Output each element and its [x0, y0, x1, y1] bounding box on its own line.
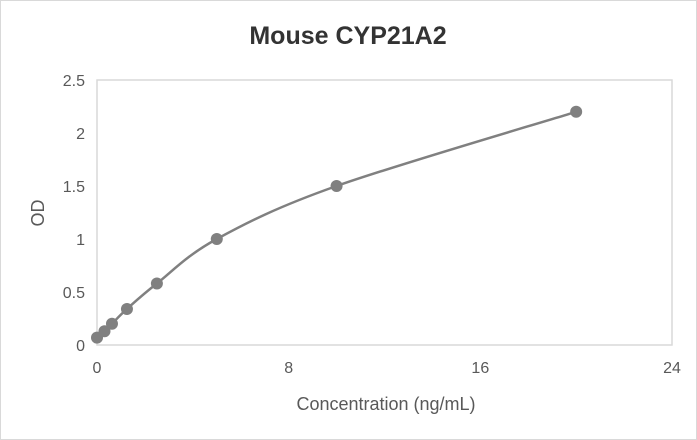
fit-curve	[96, 110, 577, 339]
x-tick-label: 16	[471, 360, 489, 377]
x-tick-label: 24	[663, 360, 681, 377]
data-point	[120, 302, 133, 315]
x-axis-label: Concentration (ng/mL)	[296, 394, 475, 414]
data-point	[210, 233, 223, 245]
data-point	[98, 325, 111, 338]
x-axis-ticks: 0 8 16 24	[93, 360, 681, 377]
data-point	[330, 180, 343, 192]
y-tick-label: 1	[76, 232, 85, 249]
y-tick-label: 0.5	[63, 285, 85, 302]
y-tick-label: 1.5	[63, 179, 85, 196]
data-point	[570, 105, 583, 118]
data-point	[150, 277, 163, 290]
y-tick-label: 2	[76, 126, 85, 143]
chart-title: Mouse CYP21A2	[249, 22, 446, 50]
y-axis-label: OD	[28, 199, 48, 226]
data-point	[105, 317, 118, 330]
y-tick-label: 2.5	[63, 73, 85, 90]
y-axis-ticks: 0 0.5 1 1.5 2 2.5	[63, 73, 85, 355]
plot-area	[96, 79, 673, 346]
data-points	[91, 105, 583, 344]
y-tick-label: 0	[76, 338, 85, 355]
x-tick-label: 8	[284, 360, 293, 377]
x-tick-label: 0	[93, 360, 102, 377]
